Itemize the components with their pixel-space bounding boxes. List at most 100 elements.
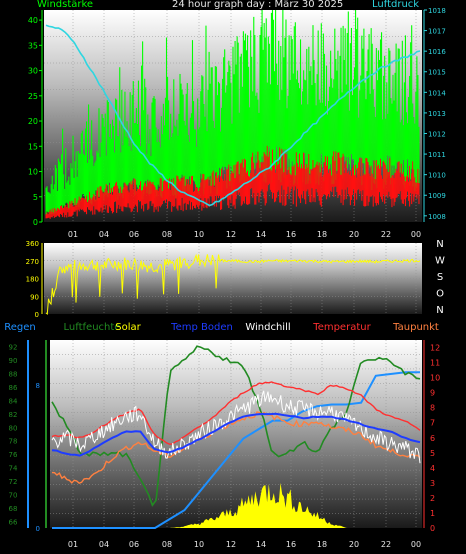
top-right-tick: 1008 (428, 213, 446, 221)
legend-temperatur: Temperatur (312, 322, 371, 333)
temperature-tick: 0 (430, 524, 435, 533)
middle-left-tick: 360 (26, 240, 39, 248)
top-left-tick: 5 (33, 193, 38, 202)
bottom-x-tick: 12 (226, 540, 236, 549)
top-right-tick: 1012 (428, 130, 446, 138)
top-left-tick: 40 (28, 16, 38, 25)
top-x-tick: 14 (256, 230, 266, 239)
rain-tick: 0 (36, 525, 40, 533)
temperature-tick: 9 (430, 389, 435, 398)
top-x-tick: 16 (286, 230, 296, 239)
middle-left-tick: 90 (30, 293, 39, 301)
top-right-tick: 1011 (428, 151, 446, 159)
temperature-tick: 1 (430, 509, 435, 518)
top-right-tick: 1010 (428, 172, 446, 180)
top-x-tick: 08 (162, 230, 172, 239)
temperature-tick: 12 (430, 344, 440, 353)
bottom-x-tick: 16 (286, 540, 296, 549)
temperature-tick: 2 (430, 494, 435, 503)
temperature-tick: 7 (430, 419, 435, 428)
top-right-axis-label: Luftdruck (372, 0, 420, 10)
temperature-tick: 8 (430, 404, 435, 413)
direction-letter: S (437, 272, 443, 283)
top-right-tick: 1014 (428, 89, 446, 97)
bottom-x-tick: 10 (194, 540, 204, 549)
bottom-x-tick: 06 (129, 540, 139, 549)
top-left-tick: 35 (28, 41, 38, 50)
rain-tick: 8 (36, 382, 40, 390)
bottom-x-tick: 20 (349, 540, 359, 549)
humidity-tick: 86 (9, 384, 18, 392)
temperature-tick: 10 (430, 374, 440, 383)
bottom-x-tick: 22 (381, 540, 391, 549)
temperature-line (51, 381, 421, 445)
temperature-tick: 4 (430, 464, 435, 473)
direction-letter: N (436, 239, 443, 250)
direction-letter: O (436, 289, 444, 300)
pressure-line (45, 24, 421, 207)
top-right-tick: 1018 (428, 7, 446, 15)
humidity-tick: 84 (9, 397, 18, 405)
top-x-tick: 20 (349, 230, 359, 239)
top-right-tick: 1017 (428, 28, 446, 36)
humidity-tick: 74 (9, 465, 18, 473)
top-x-tick: 04 (99, 230, 109, 239)
top-right-tick: 1013 (428, 110, 446, 118)
bottom-x-tick: 08 (162, 540, 172, 549)
temperature-tick: 6 (430, 434, 435, 443)
top-right-tick: 1009 (428, 192, 446, 200)
bottom-x-tick: 18 (317, 540, 327, 549)
middle-left-tick: 180 (26, 276, 39, 284)
bottom-x-tick: 04 (99, 540, 109, 549)
top-left-tick: 30 (28, 67, 38, 76)
wind-direction-line (45, 253, 421, 316)
legend-temp-boden: Temp Boden (170, 322, 233, 333)
humidity-tick: 88 (9, 371, 18, 379)
humidity-tick: 78 (9, 438, 18, 446)
top-right-tick: 1015 (428, 69, 446, 77)
top-left-tick: 0 (33, 218, 38, 227)
humidity-tick: 76 (9, 451, 18, 459)
rain-line (52, 371, 420, 529)
legend-windchill: Windchill (245, 322, 290, 333)
direction-letter: W (435, 256, 445, 267)
dewpoint-line (51, 411, 421, 485)
windchill-line (51, 390, 421, 464)
top-left-tick: 25 (28, 92, 38, 101)
humidity-tick: 66 (9, 518, 18, 526)
humidity-tick: 90 (9, 357, 18, 365)
chart-title: 24 hour graph day : März 30 2025 (172, 0, 344, 10)
humidity-tick: 80 (9, 424, 18, 432)
top-left-tick: 20 (28, 117, 38, 126)
humidity-tick: 82 (9, 411, 18, 419)
legend-solar: Solar (115, 322, 141, 333)
top-x-tick: 22 (381, 230, 391, 239)
solar-area (52, 482, 420, 528)
top-x-tick: 01 (68, 230, 78, 239)
humidity-tick: 92 (9, 344, 18, 352)
humidity-tick: 72 (9, 478, 18, 486)
middle-left-tick: 0 (35, 311, 39, 319)
legend-luftfeuchte: Luftfeuchte (64, 322, 121, 333)
top-left-axis-label: Windstärke (37, 0, 94, 10)
temperature-tick: 5 (430, 449, 435, 458)
top-left-tick: 15 (28, 142, 38, 151)
direction-letter: N (436, 305, 443, 316)
top-x-tick: 06 (129, 230, 139, 239)
top-left-tick: 10 (28, 168, 38, 177)
middle-left-tick: 270 (26, 258, 39, 266)
legend-taupunkt: Taupunkt (392, 322, 439, 333)
bottom-x-tick: 00 (411, 540, 421, 549)
top-x-tick: 10 (194, 230, 204, 239)
top-x-tick: 18 (317, 230, 327, 239)
humidity-tick: 68 (9, 505, 18, 513)
temperature-tick: 11 (430, 359, 440, 368)
bottom-panel-bg (50, 340, 422, 528)
humidity-tick: 70 (9, 491, 18, 499)
bottom-x-tick: 14 (256, 540, 266, 549)
humidity-line (51, 345, 421, 507)
soil-temp-line (51, 412, 421, 457)
top-x-tick: 12 (226, 230, 236, 239)
top-right-tick: 1016 (428, 48, 446, 56)
